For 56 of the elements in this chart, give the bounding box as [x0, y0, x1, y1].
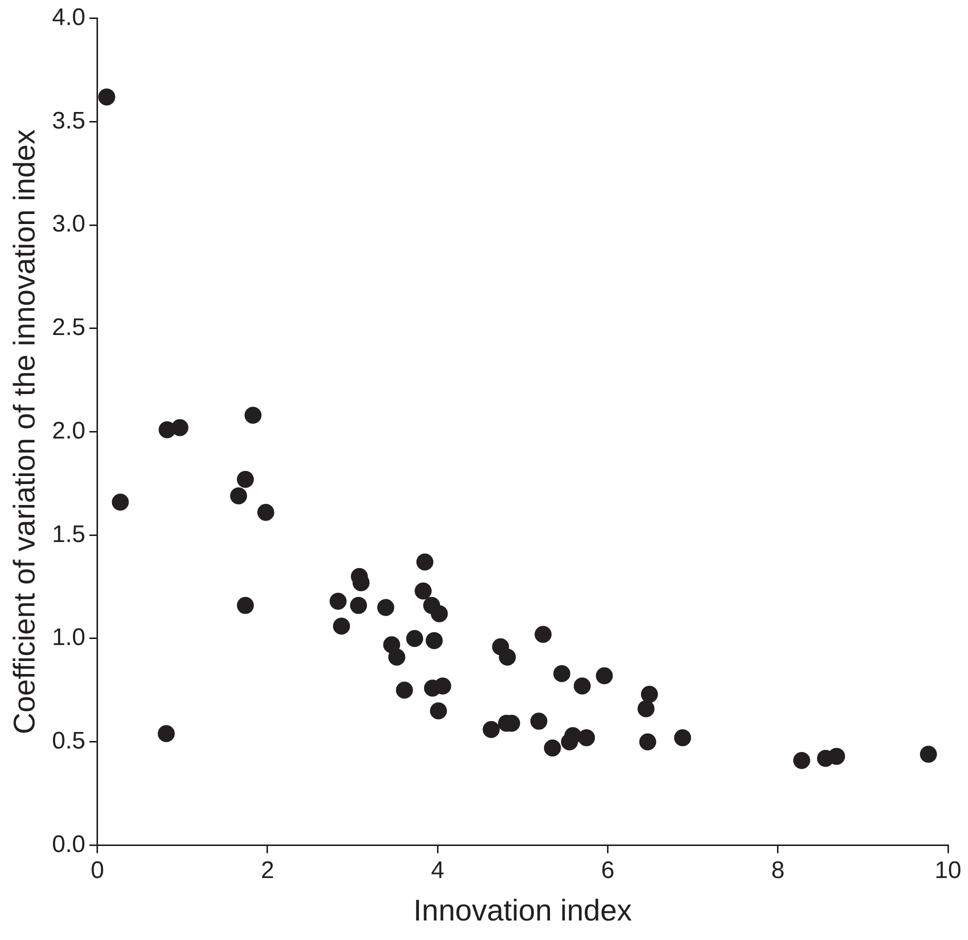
- point: [434, 678, 452, 695]
- x-tick-label: 8: [771, 857, 785, 884]
- y-tick-label: 2.0: [52, 417, 86, 444]
- point: [396, 682, 413, 699]
- x-tick-label: 10: [934, 857, 962, 884]
- point: [544, 740, 561, 757]
- y-tick-label: 3.0: [52, 210, 86, 238]
- point: [534, 626, 552, 643]
- point: [578, 729, 595, 746]
- point: [230, 487, 248, 504]
- point: [112, 494, 129, 511]
- point: [416, 554, 434, 571]
- point: [430, 702, 447, 720]
- point: [426, 632, 443, 650]
- x-tick-label: 2: [260, 857, 274, 884]
- point: [244, 406, 262, 424]
- point: [330, 592, 347, 610]
- point: [920, 746, 937, 763]
- point: [793, 752, 810, 769]
- y-tick-label: 0.0: [52, 830, 86, 858]
- point: [530, 712, 548, 730]
- x-tick-label: 6: [601, 857, 614, 884]
- point: [171, 419, 188, 436]
- point: [482, 720, 500, 738]
- y-tick-label: 4.0: [52, 4, 86, 32]
- point: [414, 582, 432, 600]
- point: [388, 648, 406, 666]
- point: [332, 618, 350, 635]
- x-axis-title: Innovation index: [413, 894, 632, 928]
- point: [639, 733, 656, 750]
- y-tick-label: 1.5: [52, 520, 86, 548]
- point: [236, 470, 254, 488]
- x-tick-label: 0: [90, 857, 104, 884]
- point: [377, 598, 394, 616]
- point: [638, 700, 655, 718]
- y-tick-label: 2.5: [52, 314, 86, 342]
- point: [828, 748, 846, 765]
- point: [430, 605, 448, 622]
- y-axis-title: Coefficient of variation of the innovation index: [8, 129, 42, 734]
- point: [498, 648, 516, 666]
- point: [236, 596, 254, 614]
- point: [564, 727, 582, 744]
- y-tick-label: 1.0: [52, 624, 86, 652]
- point: [350, 596, 368, 614]
- y-tick-label: 3.5: [52, 107, 86, 134]
- point: [574, 678, 591, 695]
- point: [640, 686, 658, 703]
- y-tick-label: 0.5: [52, 727, 86, 754]
- point: [257, 504, 274, 521]
- point: [674, 729, 692, 746]
- x-tick-label: 4: [430, 857, 444, 884]
- point: [596, 667, 613, 684]
- point: [553, 665, 570, 682]
- point: [158, 725, 175, 742]
- point: [98, 88, 116, 106]
- point: [406, 630, 424, 647]
